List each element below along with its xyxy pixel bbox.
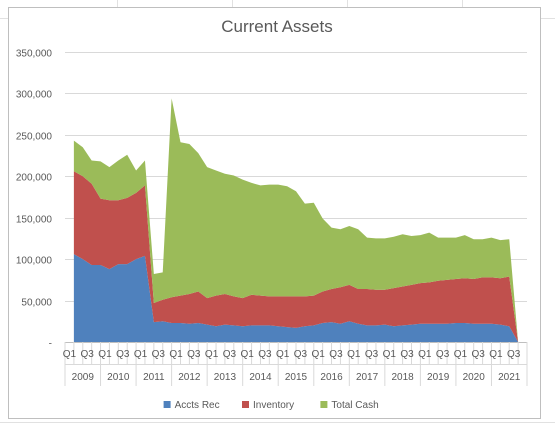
year-tick-label: 2018 xyxy=(391,372,414,383)
year-tick-label: 2020 xyxy=(463,372,486,383)
year-tick-label: 2014 xyxy=(249,372,272,383)
quarter-tick-label: Q1 xyxy=(347,349,361,360)
y-tick-label: - xyxy=(49,339,52,350)
quarter-tick-label: Q1 xyxy=(454,349,468,360)
sheet-gridline xyxy=(462,0,463,10)
y-tick-label: 200,000 xyxy=(16,173,53,184)
quarter-tick-label: Q3 xyxy=(329,349,343,360)
y-tick-label: 50,000 xyxy=(21,298,52,309)
year-tick-label: 2011 xyxy=(143,372,165,383)
sheet-gridline xyxy=(347,0,348,10)
quarter-tick-label: Q3 xyxy=(400,349,414,360)
y-tick-label: 300,000 xyxy=(16,90,53,101)
quarter-tick-label: Q3 xyxy=(223,349,237,360)
quarter-tick-label: Q3 xyxy=(81,349,95,360)
year-tick-label: 2009 xyxy=(72,372,95,383)
quarter-tick-label: Q1 xyxy=(489,349,503,360)
year-tick-label: 2019 xyxy=(427,372,450,383)
quarter-tick-label: Q1 xyxy=(134,349,148,360)
quarter-tick-label: Q3 xyxy=(507,349,521,360)
series-area-accts-rec xyxy=(73,254,519,342)
quarter-tick-label: Q3 xyxy=(365,349,379,360)
chart-title: Current Assets xyxy=(221,17,333,36)
series-area-total-cash xyxy=(73,98,519,343)
legend-swatch xyxy=(163,401,171,408)
quarter-tick-label: Q3 xyxy=(258,349,272,360)
sheet-gridline xyxy=(0,422,555,423)
year-tick-label: 2016 xyxy=(320,372,343,383)
quarter-tick-label: Q3 xyxy=(116,349,130,360)
y-tick-label: 150,000 xyxy=(16,215,53,226)
quarter-tick-label: Q3 xyxy=(294,349,308,360)
quarter-tick-label: Q1 xyxy=(98,349,112,360)
y-axis: 350,000 300,000 250,000 200,000 150,000 100,0… xyxy=(16,49,53,350)
legend-swatch xyxy=(320,401,328,408)
year-tick-label: 2021 xyxy=(498,372,521,383)
x-axis: Q1 Q3 Q1 Q3 Q1 Q3 Q1 Q3 Q1 Q3 Q1 Q3 Q1 Q3 Q1 Q3 Q1 Q3 Q1 Q3… xyxy=(63,342,528,386)
quarter-tick-label: Q1 xyxy=(276,349,290,360)
legend-swatch xyxy=(242,401,249,408)
year-tick-label: 2017 xyxy=(356,372,379,383)
quarter-tick-label: Q3 xyxy=(436,349,450,360)
series-area-inventory xyxy=(73,171,519,342)
quarter-tick-label: Q3 xyxy=(152,349,166,360)
quarter-tick-label: Q1 xyxy=(240,349,254,360)
year-tick-label: 2015 xyxy=(285,372,308,383)
y-tick-label: 250,000 xyxy=(16,132,53,143)
quarter-tick-label: Q1 xyxy=(312,349,326,360)
year-tick-label: 2012 xyxy=(178,372,201,383)
sheet-gridline xyxy=(232,0,233,10)
legend: Accts Rec Inventory Total Cash xyxy=(163,400,379,411)
quarter-tick-label: Q1 xyxy=(383,349,397,360)
y-tick-label: 100,000 xyxy=(16,256,53,267)
quarter-tick-label: Q1 xyxy=(205,349,219,360)
legend-label: Total Cash xyxy=(331,400,378,411)
legend-label: Inventory xyxy=(253,400,294,411)
quarter-tick-label: Q1 xyxy=(418,349,432,360)
legend-label: Accts Rec xyxy=(175,400,220,411)
quarter-tick-label: Q1 xyxy=(63,349,77,360)
quarter-tick-label: Q1 xyxy=(169,349,183,360)
quarter-tick-label: Q3 xyxy=(471,349,485,360)
quarter-tick-label: Q3 xyxy=(187,349,201,360)
year-tick-label: 2010 xyxy=(107,372,130,383)
stacked-areas xyxy=(73,98,519,343)
year-tick-label: 2013 xyxy=(214,372,237,383)
sheet-gridline xyxy=(117,0,118,10)
y-tick-label: 350,000 xyxy=(16,49,53,60)
